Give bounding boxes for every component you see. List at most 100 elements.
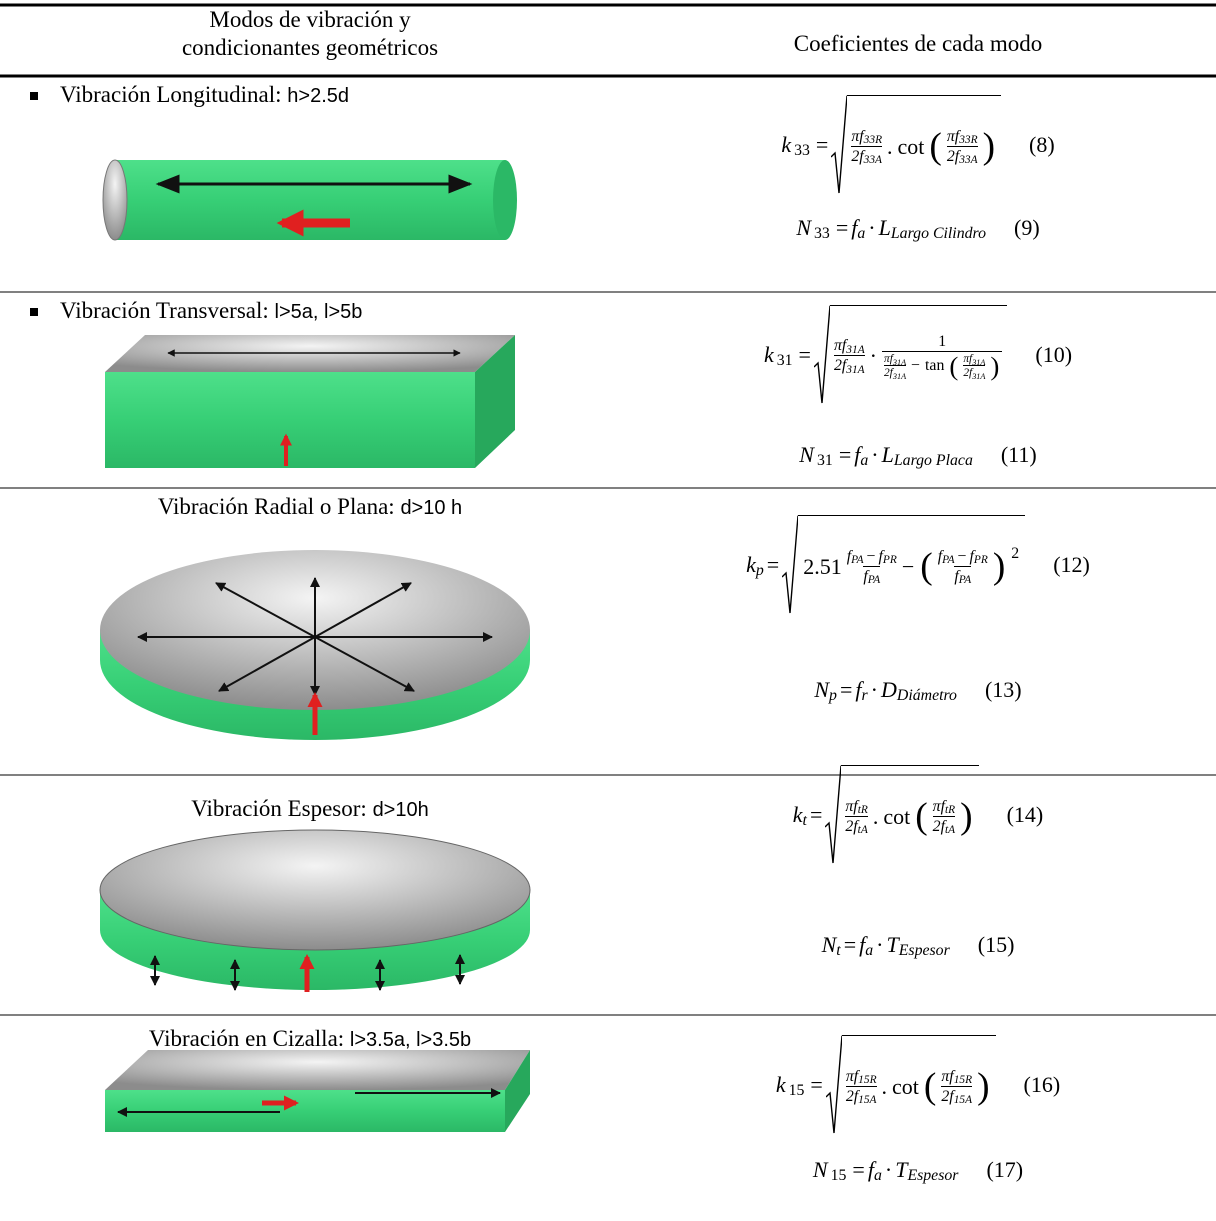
math-group: πf15R xyxy=(846,1068,877,1086)
math-script: fPA xyxy=(847,548,864,566)
denominator: fPA xyxy=(863,566,880,586)
math-text: 1 xyxy=(938,333,946,351)
equation-number: (13) xyxy=(985,677,1022,703)
math-text: πf xyxy=(884,353,893,365)
math-text: 33 xyxy=(794,142,810,159)
denominator: 2f31A xyxy=(884,365,906,379)
math-script: Nt xyxy=(822,932,841,958)
math-script: πf33R xyxy=(851,128,882,146)
row-label: Vibración Radial o Plana: d>10 h xyxy=(0,494,620,520)
condition: d>10h xyxy=(373,799,429,821)
math-script: 2f33A xyxy=(851,148,882,166)
math-script: fa xyxy=(868,1157,882,1183)
math-text: πf xyxy=(933,798,945,816)
math-text: PA xyxy=(851,554,863,566)
subscript: PA xyxy=(942,554,954,566)
row-label: Vibración en Cizalla: l>3.5a, l>3.5b xyxy=(0,1026,620,1052)
math-text: p xyxy=(829,687,837,704)
fraction: πf33R2f33A xyxy=(947,128,978,166)
row-label: Vibración Longitudinal: h>2.5d xyxy=(60,82,349,108)
math-text: = xyxy=(844,932,856,958)
equation: N33=fa·LLargo Cilindro(9) xyxy=(620,215,1216,241)
math-text: 2f xyxy=(963,367,972,379)
mode-name: Vibración Longitudinal: xyxy=(60,82,287,107)
math-script: πf15R xyxy=(846,1068,877,1086)
mode-name: Vibración Espesor: xyxy=(191,796,372,821)
equation-number: (9) xyxy=(1014,215,1040,241)
subscript: a xyxy=(857,225,865,243)
math-script: k33 xyxy=(781,132,813,158)
numerator: πf15R xyxy=(941,1068,972,1086)
math-script: πf31A xyxy=(884,353,906,365)
equation-number: (15) xyxy=(978,932,1015,958)
math-script: 2f31A xyxy=(834,357,865,375)
numerator: πf31A xyxy=(834,337,865,355)
math-text: 33R xyxy=(864,134,882,146)
subscript: PA xyxy=(868,574,880,586)
subscript: 31A xyxy=(846,344,864,356)
subscript: 15 xyxy=(828,1167,850,1185)
math-script: fr xyxy=(855,677,867,703)
header-col1: Modos de vibración y condicionantes geom… xyxy=(0,6,620,62)
square-root: πftR2ftA.cot(πftR2ftA) xyxy=(825,765,978,865)
condition: h>2.5d xyxy=(287,85,349,107)
equation-number: (17) xyxy=(986,1157,1023,1183)
math-text: ) xyxy=(983,128,995,165)
subscript: Largo Cilindro xyxy=(891,225,986,243)
equation-number: (16) xyxy=(1024,1072,1061,1098)
math-text: . xyxy=(873,804,879,830)
subscript: 31 xyxy=(814,452,836,470)
equation-number: (11) xyxy=(1001,442,1037,468)
math-text: a xyxy=(857,225,865,242)
math-text: 33A xyxy=(864,154,882,166)
math-text: 15R xyxy=(954,1074,972,1086)
math-text: · xyxy=(871,677,878,703)
math-text: Diámetro xyxy=(897,687,957,704)
denominator: 2ftA xyxy=(933,816,955,836)
subscript: t xyxy=(836,942,840,960)
condition: l>5a, l>5b xyxy=(275,301,363,323)
radicand: πf33R2f33A.cot(πf33R2f33A) xyxy=(847,95,1001,195)
equation: N31=fa·LLargo Placa(11) xyxy=(620,442,1216,468)
math-script: fa xyxy=(854,442,868,468)
math-text: 15A xyxy=(858,1094,876,1106)
math-script: TEspesor xyxy=(886,932,949,958)
math-script: πf31A xyxy=(963,353,985,365)
subscript: tR xyxy=(945,804,955,816)
math-text: 15A xyxy=(954,1094,972,1106)
math-text: 2f xyxy=(845,818,857,836)
numerator: πftR xyxy=(933,798,955,816)
math-group: k33=πf33R2f33A.cot(πf33R2f33A) xyxy=(781,95,1001,195)
subscript: Diámetro xyxy=(897,687,957,705)
math-script: kt xyxy=(793,802,807,828)
math-text: = xyxy=(767,552,779,578)
math-text: tA xyxy=(945,824,955,836)
radical-sign xyxy=(814,305,830,405)
math-group: fPA−fPR xyxy=(847,548,897,566)
math-script: Np xyxy=(814,677,837,703)
radicand: πf15R2f15A.cot(πf15R2f15A) xyxy=(842,1035,996,1135)
math-text: 2f xyxy=(846,1088,858,1106)
math-script: 2f33A xyxy=(947,148,978,166)
math-text: k xyxy=(776,1072,786,1098)
math-text: · xyxy=(870,343,877,369)
math-text: k xyxy=(793,802,803,828)
math-text: tR xyxy=(945,804,955,816)
